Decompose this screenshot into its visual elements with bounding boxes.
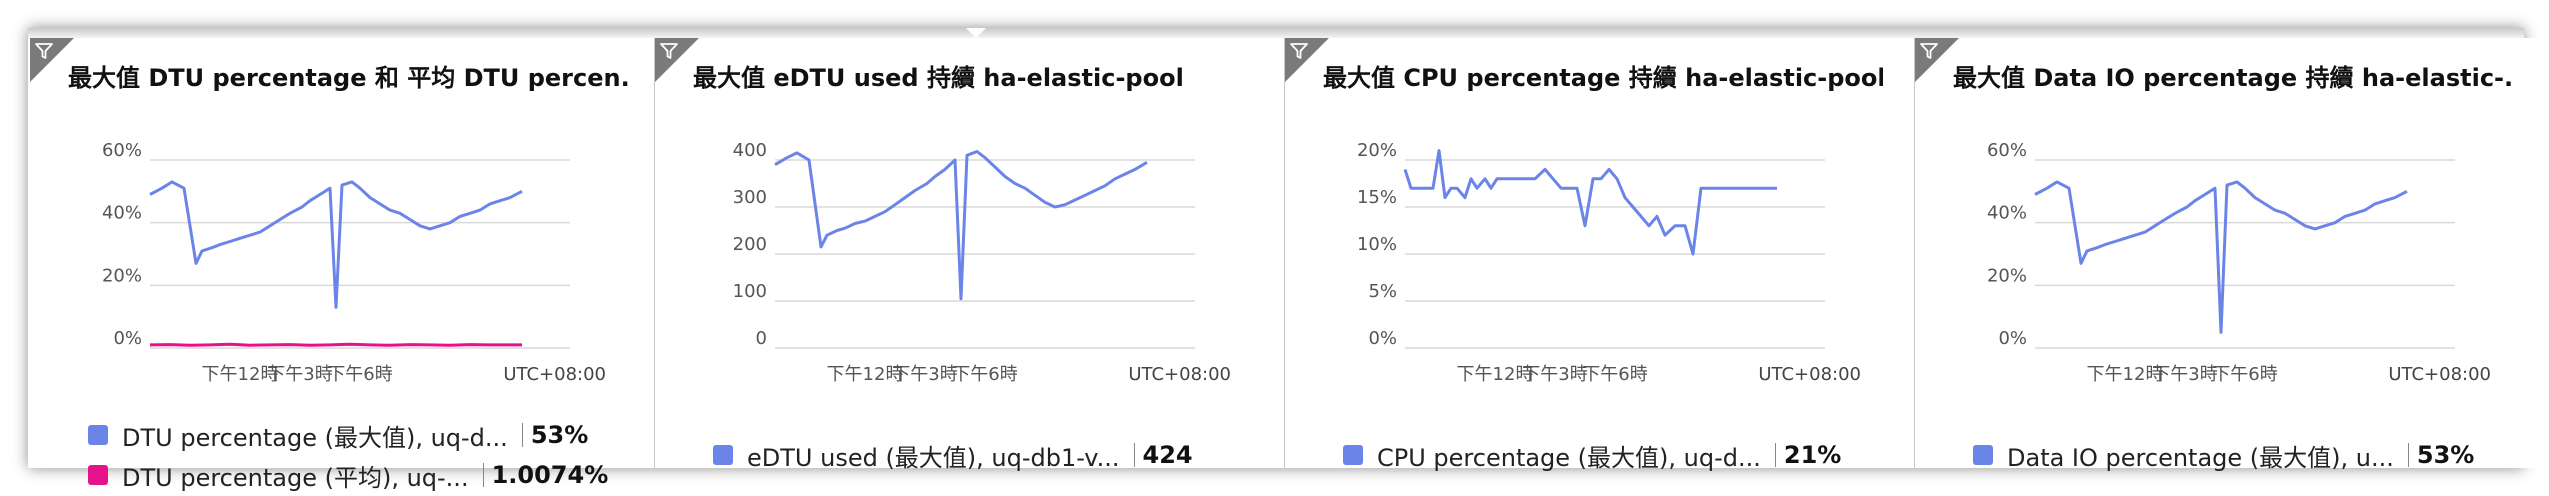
- y-tick-label: 5%: [1368, 281, 1397, 302]
- filter-icon[interactable]: [34, 41, 54, 61]
- x-tick-label: 下午6時: [327, 364, 392, 385]
- legend-series-name: DTU percentage (最大值), uq-d...: [122, 423, 508, 452]
- x-tick-label: 下午12時: [827, 364, 904, 385]
- x-tick-label: 下午3時: [267, 364, 332, 385]
- legend-value: 21%: [1783, 441, 1842, 469]
- y-tick-label: 40%: [102, 203, 142, 224]
- legend-series-name: eDTU used (最大值), uq-db1-v...: [747, 443, 1120, 472]
- legend-series-name: CPU percentage (最大值), uq-d...: [1377, 443, 1761, 472]
- chart-title: 最大值 eDTU used 持續 ha-elastic-pool: [693, 64, 1184, 92]
- x-tick-label: 下午12時: [202, 364, 279, 385]
- y-tick-label: 300: [733, 187, 767, 208]
- y-tick-label: 0%: [1368, 328, 1397, 349]
- chart-title: 最大值 Data IO percentage 持續 ha-elastic-...: [1953, 64, 2513, 92]
- timezone-label: UTC+08:00: [503, 364, 606, 385]
- chart-tile-2[interactable]: 最大值 eDTU used 持續 ha-elastic-pool 0 100 200 3…: [654, 38, 1279, 472]
- y-tick-label: 0%: [1998, 328, 2027, 349]
- legend-separator: [1774, 443, 1776, 467]
- legend-value: 53%: [530, 421, 589, 449]
- series-line-1[interactable]: [2034, 180, 2408, 334]
- legend-item[interactable]: DTU percentage (平均), uq-... 1.0074%: [88, 458, 608, 492]
- timezone-label: UTC+08:00: [1128, 364, 1231, 385]
- y-tick-label: 400: [733, 140, 767, 161]
- legend-separator: [521, 423, 523, 447]
- chart-tile-3[interactable]: 最大值 CPU percentage 持續 ha-elastic-pool 0% 5…: [1284, 38, 1909, 472]
- x-tick-label: 下午3時: [2152, 364, 2217, 385]
- y-tick-label: 20%: [1987, 265, 2027, 286]
- y-tick-label: 0: [756, 328, 767, 349]
- legend-series-name: Data IO percentage (最大值), u...: [2007, 443, 2394, 472]
- legend-swatch: [713, 445, 733, 465]
- y-tick-label: 200: [733, 234, 767, 255]
- legend-item[interactable]: Data IO percentage (最大值), u... 53%: [1973, 438, 2474, 472]
- x-tick-label: 下午3時: [1522, 364, 1587, 385]
- y-tick-label: 100: [733, 281, 767, 302]
- series-line-1[interactable]: [149, 180, 523, 309]
- chart-title: 最大值 DTU percentage 和 平均 DTU percen...: [68, 64, 628, 92]
- filter-icon[interactable]: [659, 41, 679, 61]
- x-tick-label: 下午6時: [952, 364, 1017, 385]
- filter-icon[interactable]: [1919, 41, 1939, 61]
- legend-item[interactable]: eDTU used (最大值), uq-db1-v... 424: [713, 438, 1193, 472]
- chart-title: 最大值 CPU percentage 持續 ha-elastic-pool: [1323, 64, 1883, 92]
- legend-swatch: [88, 465, 108, 485]
- legend-swatch: [1973, 445, 1993, 465]
- legend-item[interactable]: CPU percentage (最大值), uq-d... 21%: [1343, 438, 1841, 472]
- series-line-1[interactable]: [1403, 149, 1777, 256]
- x-tick-label: 下午12時: [1457, 364, 1534, 385]
- series-line-2[interactable]: [149, 342, 522, 347]
- y-tick-label: 10%: [1357, 234, 1397, 255]
- dashboard-notch: [966, 28, 986, 38]
- x-tick-label: 下午6時: [2212, 364, 2277, 385]
- y-tick-label: 60%: [102, 140, 142, 161]
- series-line-1[interactable]: [774, 150, 1148, 301]
- y-tick-label: 60%: [1987, 140, 2027, 161]
- y-tick-label: 40%: [1987, 203, 2027, 224]
- chart-tile-1[interactable]: 最大值 DTU percentage 和 平均 DTU percen... 0% 2…: [30, 38, 654, 492]
- legend-value: 424: [1142, 441, 1193, 469]
- y-tick-label: 20%: [102, 265, 142, 286]
- legend-separator: [1133, 443, 1135, 467]
- chart-tile-4[interactable]: 最大值 Data IO percentage 持續 ha-elastic-...…: [1914, 38, 2539, 472]
- legend-swatch: [88, 425, 108, 445]
- x-tick-label: 下午12時: [2087, 364, 2164, 385]
- legend-value: 53%: [2416, 441, 2475, 469]
- y-tick-label: 15%: [1357, 187, 1397, 208]
- y-tick-label: 20%: [1357, 140, 1397, 161]
- x-tick-label: 下午3時: [892, 364, 957, 385]
- legend-item[interactable]: DTU percentage (最大值), uq-d... 53%: [88, 418, 588, 452]
- dashboard-top-band: [28, 28, 2524, 38]
- filter-icon[interactable]: [1289, 41, 1309, 61]
- y-tick-label: 0%: [113, 328, 142, 349]
- legend-swatch: [1343, 445, 1363, 465]
- x-tick-label: 下午6時: [1582, 364, 1647, 385]
- legend-series-name: DTU percentage (平均), uq-...: [122, 463, 469, 492]
- legend-value: 1.0074%: [491, 461, 609, 489]
- legend-separator: [2407, 443, 2409, 467]
- legend-separator: [482, 463, 484, 487]
- timezone-label: UTC+08:00: [2388, 364, 2491, 385]
- timezone-label: UTC+08:00: [1758, 364, 1861, 385]
